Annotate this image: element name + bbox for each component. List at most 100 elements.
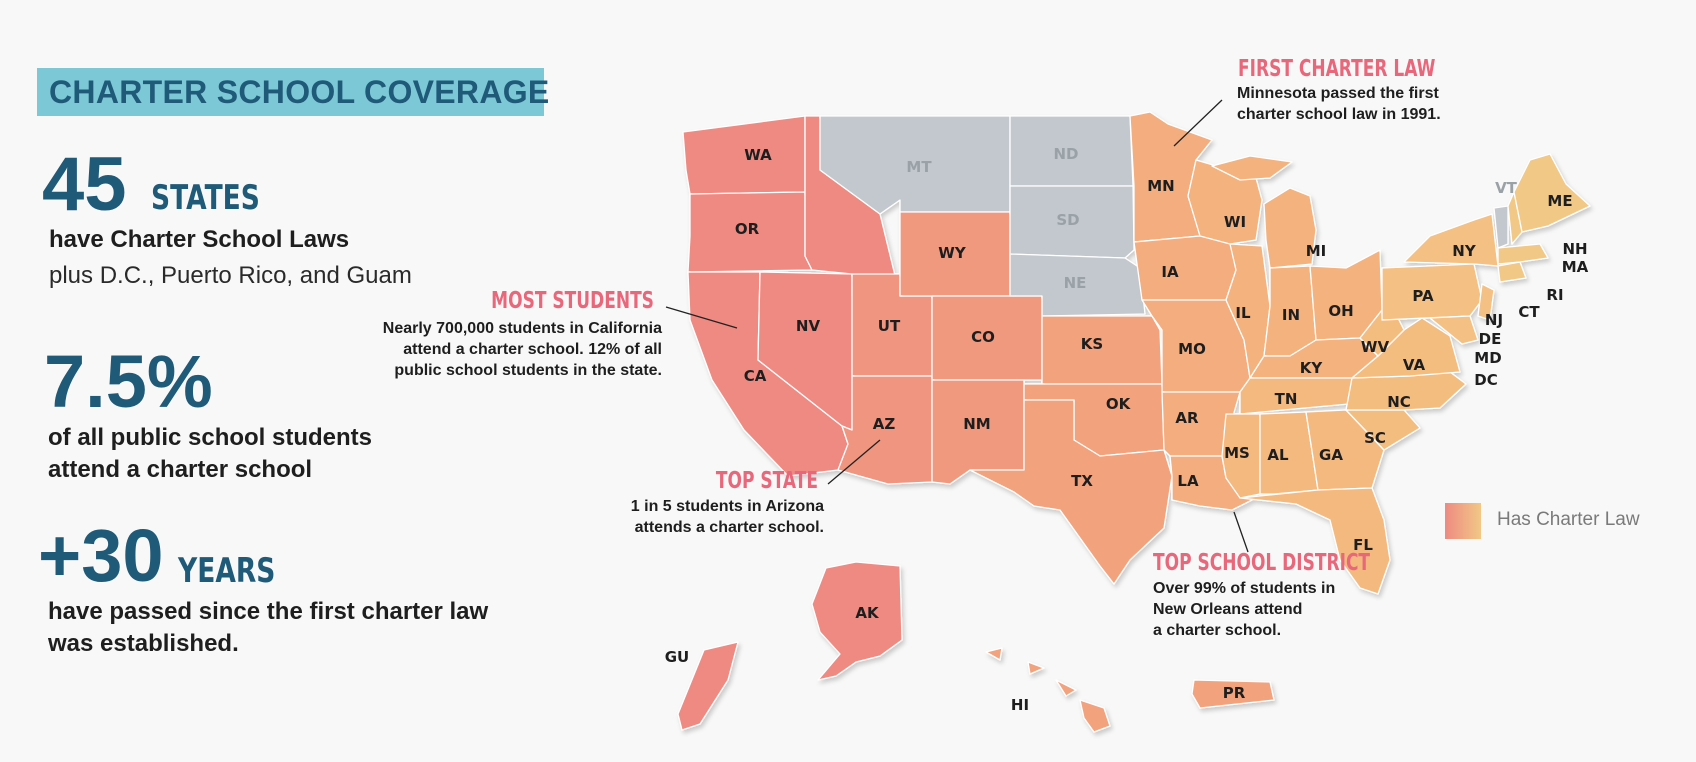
callout-line: a charter school.: [1153, 622, 1282, 639]
label-il: IL: [1235, 304, 1251, 322]
state-pa: [1381, 263, 1483, 321]
state-mi-up: [1211, 155, 1293, 181]
label-sd: SD: [1056, 211, 1079, 229]
label-sc: SC: [1364, 429, 1386, 447]
label-ks: KS: [1081, 335, 1103, 353]
states-line1: have Charter School Laws: [49, 226, 350, 253]
years-line1: have passed since the first charter law: [48, 598, 489, 625]
state-sd: [1009, 185, 1135, 259]
callout-line: attend a charter school. 12% of all: [403, 341, 662, 358]
callout-first-law-heading: FIRST CHARTER LAW: [1238, 56, 1436, 82]
label-tx: TX: [1071, 472, 1093, 490]
label-nc: NC: [1387, 393, 1411, 411]
callout-line: charter school law in 1991.: [1237, 106, 1441, 123]
callout-most-students-heading: MOST STUDENTS: [491, 288, 654, 314]
label-co: CO: [971, 328, 995, 346]
years-line2: was established.: [48, 630, 239, 657]
label-ca: CA: [744, 367, 767, 385]
label-me: ME: [1547, 192, 1572, 210]
state-hi: [985, 647, 1111, 733]
state-pr: [1191, 679, 1275, 709]
page-title: CHARTER SCHOOL COVERAGE: [49, 74, 550, 110]
state-tx: [969, 399, 1173, 585]
label-fl: FL: [1353, 536, 1373, 554]
label-nm: NM: [963, 415, 990, 433]
callout-top-district-text: Over 99% of students in New Orleans atte…: [1153, 578, 1335, 641]
label-hi: HI: [1011, 696, 1029, 714]
state-de-md: [1429, 315, 1479, 345]
label-tn: TN: [1275, 390, 1298, 408]
state-vt: [1493, 205, 1509, 249]
label-de: DE: [1479, 330, 1502, 348]
label-wa: WA: [744, 146, 772, 164]
label-ri: RI: [1546, 286, 1563, 304]
label-dc: DC: [1474, 371, 1497, 389]
label-md: MD: [1474, 349, 1501, 367]
label-oh: OH: [1328, 302, 1353, 320]
label-ct: CT: [1518, 303, 1540, 321]
state-ne: [1009, 253, 1146, 317]
callout-line: Minnesota passed the first: [1237, 85, 1439, 102]
label-ia: IA: [1161, 263, 1179, 281]
label-ny: NY: [1452, 242, 1477, 260]
callout-first-law-text: Minnesota passed the first charter schoo…: [1237, 83, 1441, 125]
label-mo: MO: [1178, 340, 1206, 358]
state-ks: [1041, 315, 1163, 385]
state-gu: [677, 641, 739, 731]
callout-line: New Orleans attend: [1153, 601, 1303, 618]
state-va: [1351, 317, 1461, 379]
label-ne: NE: [1064, 274, 1087, 292]
states-count: 45: [42, 142, 127, 227]
callout-top-state-heading: TOP STATE: [715, 468, 818, 494]
label-ga: GA: [1319, 446, 1343, 464]
label-wy: WY: [938, 244, 967, 262]
label-va: VA: [1403, 356, 1426, 374]
years-unit: YEARS: [178, 551, 276, 591]
label-pr: PR: [1223, 684, 1246, 702]
label-wi: WI: [1224, 213, 1246, 231]
label-ut: UT: [878, 317, 901, 335]
state-me: [1513, 153, 1591, 233]
label-in: IN: [1282, 306, 1300, 324]
leader-top-district: [1233, 511, 1249, 553]
label-la: LA: [1177, 472, 1199, 490]
label-al: AL: [1267, 446, 1289, 464]
label-nj: NJ: [1485, 311, 1503, 329]
states-unit: STATES: [151, 178, 260, 218]
callout-top-district-heading: TOP SCHOOL DISTRICT: [1153, 550, 1371, 576]
state-mi: [1263, 187, 1317, 269]
label-ky: KY: [1300, 359, 1324, 377]
label-gu: GU: [665, 648, 690, 666]
state-ak: [811, 561, 903, 681]
percent-line1: of all public school students: [48, 424, 373, 451]
callout-most-students-text: Nearly 700,000 students in California at…: [383, 318, 662, 381]
label-ar: AR: [1175, 409, 1199, 427]
label-mt: MT: [906, 158, 932, 176]
label-nd: ND: [1053, 145, 1078, 163]
label-wv: WV: [1361, 338, 1390, 356]
label-mi: MI: [1306, 242, 1327, 260]
label-ok: OK: [1106, 395, 1132, 413]
state-nj: [1477, 283, 1495, 321]
legend-swatch: [1445, 503, 1481, 539]
years-value: +30: [38, 514, 164, 597]
label-mn: MN: [1147, 177, 1174, 195]
callout-line: attends a charter school.: [634, 519, 824, 536]
label-ma: MA: [1562, 258, 1589, 276]
label-vt: VT: [1495, 179, 1518, 197]
title-banner: CHARTER SCHOOL COVERAGE: [37, 68, 549, 116]
label-nh: NH: [1562, 240, 1587, 258]
label-ak: AK: [855, 604, 880, 622]
label-nv: NV: [796, 317, 821, 335]
state-ma: [1497, 243, 1549, 265]
callout-top-state-text: 1 in 5 students in Arizona attends a cha…: [631, 496, 824, 538]
state-fl: [1239, 487, 1391, 595]
state-ny: [1403, 213, 1499, 267]
callout-line: Over 99% of students in: [1153, 580, 1336, 597]
state-ia: [1133, 235, 1237, 301]
label-ms: MS: [1224, 444, 1250, 462]
callout-line: Nearly 700,000 students in California: [382, 320, 662, 337]
label-pa: PA: [1412, 287, 1434, 305]
state-wv: [1359, 309, 1405, 357]
